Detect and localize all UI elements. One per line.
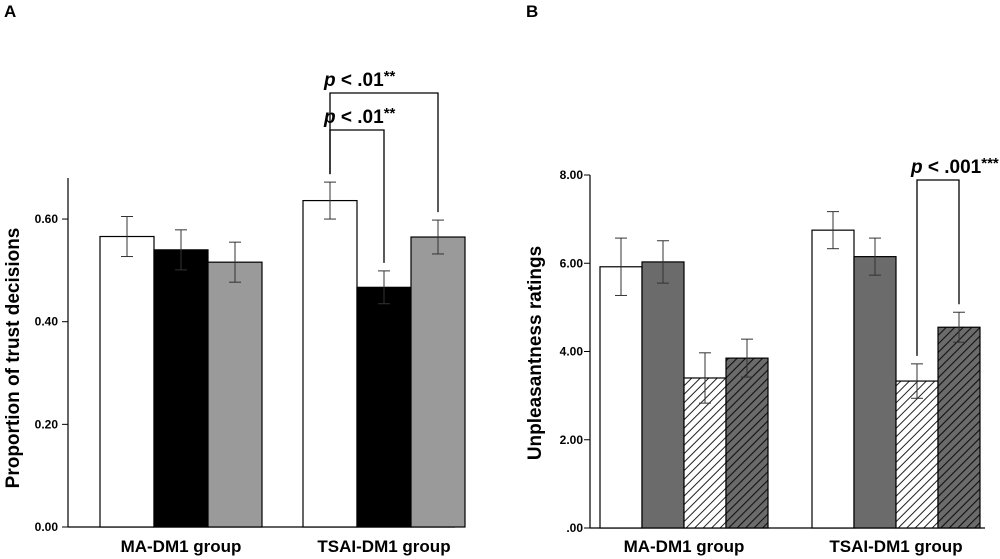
panel-a-bar <box>207 261 263 528</box>
panel-a-bar <box>356 286 412 528</box>
panel-a-significance-value: < .01 <box>336 70 384 91</box>
panel-b-y-tick-label: .00 <box>566 521 583 535</box>
panel-b-significance-p: p <box>910 157 923 178</box>
panel-a-letter: A <box>4 2 16 21</box>
panel-a-y-tick-label: 0.60 <box>35 212 59 226</box>
panel-b-significance-value: < .001 <box>923 157 982 178</box>
panel-a-significance-label: p < .01** <box>323 68 396 91</box>
panel-b-y-tick-label: 6.00 <box>560 256 584 270</box>
panel-b-letter: B <box>526 2 538 21</box>
panel-b-y-axis-title: Unpleasantness ratings <box>525 246 546 460</box>
panel-b-bar <box>853 256 897 529</box>
panel-a-y-axis-title: Proportion of trust decisions <box>3 228 24 489</box>
panel-b-x-category-label: TSAI-DM1 group <box>829 537 962 556</box>
panel-a-plot-area: 0.00 0.20 0.40 0.60 MA-DM1 group TSAI-DM1 gro… <box>35 68 466 556</box>
panel-a-significance-bracket <box>329 92 439 213</box>
panel-a-chart: A Proportion of trust decisions 0.00 0.20… <box>3 2 466 556</box>
panel-a-y-tick-label: 0.40 <box>35 315 59 329</box>
panel-a-significance-label: p < .01** <box>323 105 396 128</box>
panel-a-significance-stars: ** <box>384 68 396 85</box>
panel-b-y-tick-label: 8.00 <box>560 168 584 182</box>
panel-b-significance-bracket <box>916 179 960 356</box>
panel-b-significance-stars: *** <box>981 155 999 172</box>
panel-a-significance-p: p <box>323 70 336 91</box>
panel-a-y-tick-label: 0.20 <box>35 417 59 431</box>
panel-a-significance-p: p <box>323 107 336 128</box>
panel-a-x-category-label: MA-DM1 group <box>121 537 242 556</box>
panel-b-chart: B Unpleasantness ratings .00 2.00 4.00 6.00… <box>525 2 999 556</box>
panel-a-bar <box>99 235 155 528</box>
panel-a-bar <box>410 236 466 528</box>
panel-b-significance-label: p < .001*** <box>910 155 999 178</box>
panel-a-y-tick-label: 0.00 <box>35 520 59 534</box>
panel-b-bar <box>725 357 769 529</box>
panel-b-plot-area: .00 2.00 4.00 6.00 8.00 MA-DM1 group TSAI-DM1 … <box>560 155 999 556</box>
panel-b-y-tick-label: 4.00 <box>560 345 584 359</box>
panel-b-x-category-label: MA-DM1 group <box>624 537 745 556</box>
panel-a-x-category-label: TSAI-DM1 group <box>317 537 450 556</box>
panel-b-bar <box>641 261 685 529</box>
panel-b-bar <box>811 229 855 529</box>
panel-b-bar <box>895 380 939 529</box>
panel-b-bar <box>937 326 981 529</box>
panel-a-significance-stars: ** <box>384 105 396 122</box>
panel-a-significance-value: < .01 <box>336 107 384 128</box>
panel-b-bar <box>599 266 643 529</box>
panel-a-bar <box>302 199 358 528</box>
panel-b-y-tick-label: 2.00 <box>560 433 584 447</box>
panel-a-bar <box>153 249 209 528</box>
